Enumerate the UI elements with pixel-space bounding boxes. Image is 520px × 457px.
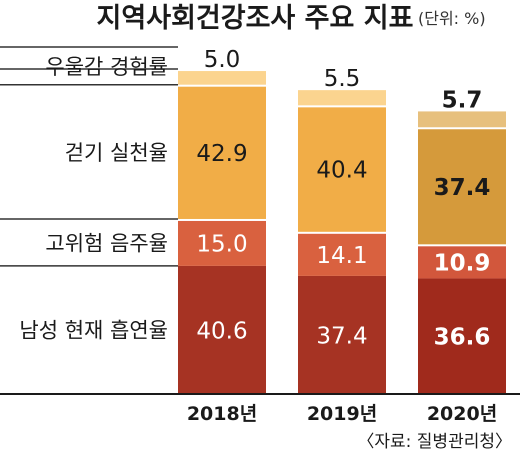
- data-label: 40.4: [316, 158, 367, 184]
- row-labels: 남성 현재 흡연율 고위험 음주율 걷기 실천율 우울감 경험률: [19, 55, 168, 343]
- bar-segment: [298, 233, 386, 276]
- data-label: 42.9: [196, 141, 247, 167]
- bar-segment: [418, 129, 506, 245]
- row-label: 걷기 실천율: [65, 141, 168, 165]
- source-note: 〈자료: 질병관리청〉: [357, 432, 512, 452]
- bar-segment: [178, 86, 266, 219]
- row-label: 고위험 음주율: [45, 231, 168, 255]
- bar-segment: [298, 107, 386, 232]
- data-label: 40.6: [196, 318, 247, 344]
- category-labels: 2018년 2019년 2020년: [187, 403, 497, 425]
- data-label: 37.4: [316, 323, 367, 349]
- data-label: 14.1: [316, 243, 367, 269]
- bar-segment: [298, 275, 386, 393]
- data-label: 37.4: [434, 175, 491, 201]
- data-label: 15.0: [196, 231, 247, 257]
- bar-segment: [418, 278, 506, 393]
- row-separators: [0, 46, 178, 267]
- data-label: 10.9: [434, 250, 491, 276]
- data-label: 5.0: [204, 47, 241, 73]
- row-label: 우울감 경험률: [45, 55, 168, 79]
- chart-title: 지역사회건강조사 주요 지표: [97, 3, 414, 34]
- category-label: 2018년: [187, 403, 257, 425]
- bars: 40.6 15.0 42.9 5.0 37.4 14.1 40.4 5.5 36.6 10.9 37…: [178, 47, 506, 393]
- bar-segment: [178, 220, 266, 266]
- bar-segment: [418, 246, 506, 279]
- data-label: 36.6: [434, 325, 491, 351]
- data-label: 5.7: [442, 87, 483, 113]
- bar-segment: [178, 71, 266, 85]
- data-label: 5.5: [324, 66, 361, 92]
- bar-segment: [178, 265, 266, 393]
- row-label: 남성 현재 흡연율: [19, 318, 168, 342]
- category-label: 2020년: [427, 403, 497, 425]
- unit-label: (단위: %): [418, 9, 486, 28]
- category-label: 2019년: [307, 403, 377, 425]
- bar-segment: [298, 90, 386, 106]
- bar-segment: [418, 111, 506, 128]
